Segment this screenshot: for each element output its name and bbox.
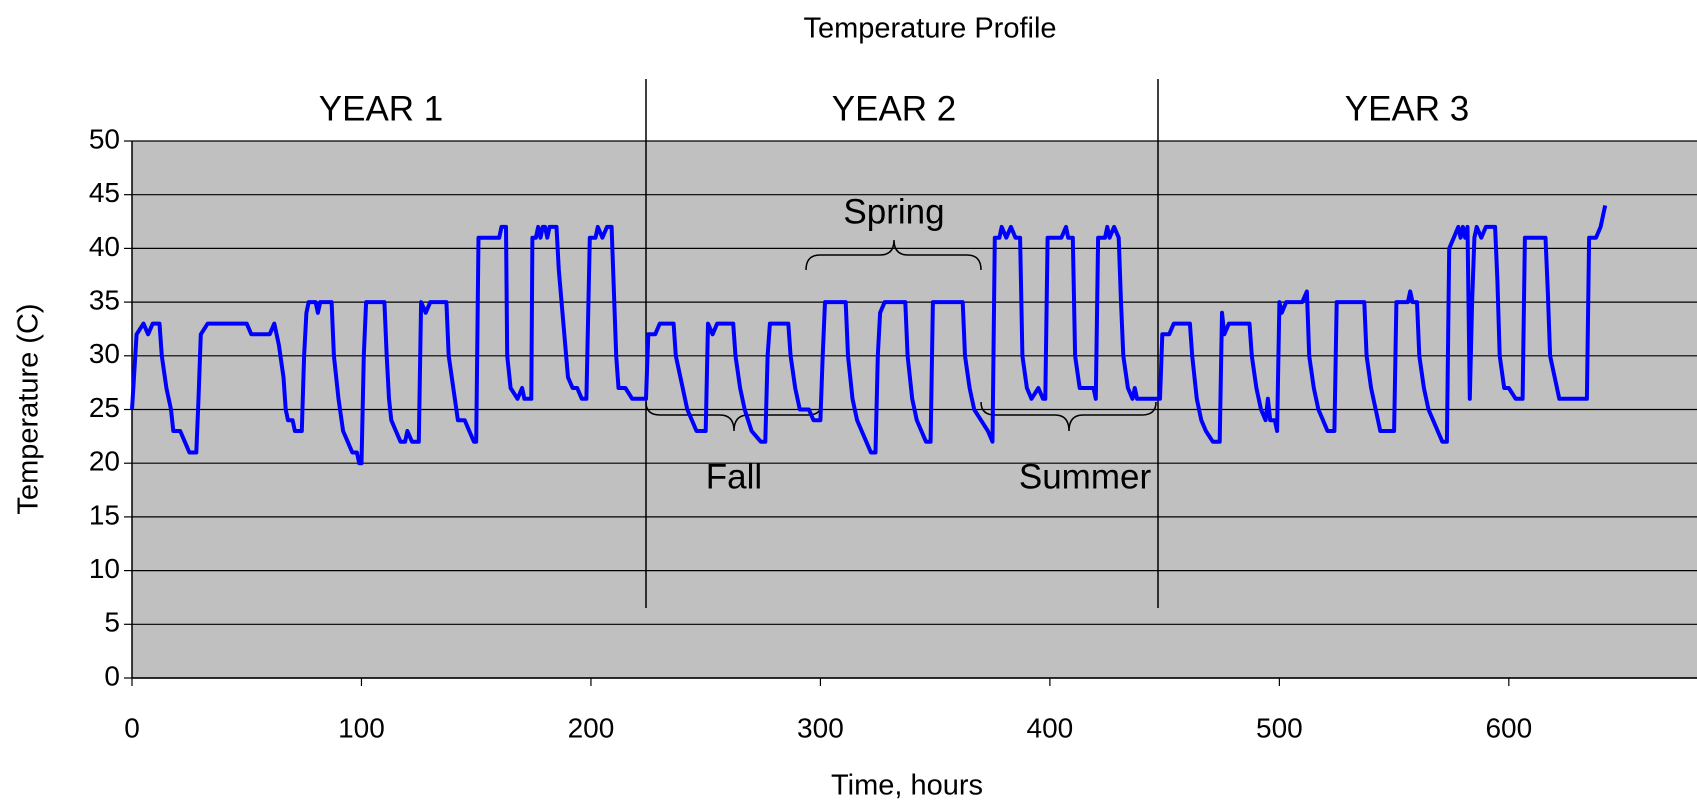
y-tick-label: 5 <box>104 607 120 638</box>
annotation: Spring <box>843 192 944 231</box>
y-tick-label: 35 <box>89 284 120 315</box>
annotation: Summer <box>1019 457 1152 496</box>
y-tick-label: 45 <box>89 177 120 208</box>
x-tick-label: 300 <box>797 712 844 743</box>
x-tick-label: 600 <box>1485 712 1532 743</box>
temperature-line <box>130 204 1608 466</box>
x-tick-label: 200 <box>568 712 615 743</box>
annotation: YEAR 2 <box>832 89 957 128</box>
spring-brace <box>805 239 982 271</box>
chart-title: Temperature Profile <box>803 13 1056 45</box>
x-axis-label: Time, hours <box>831 770 983 802</box>
y-tick-label: 10 <box>89 553 120 584</box>
annotation: YEAR 1 <box>319 89 444 128</box>
y-tick-label: 25 <box>89 392 120 423</box>
y-axis-label: Temperature (C) <box>13 303 45 514</box>
fall-brace <box>645 401 823 432</box>
annotation: YEAR 3 <box>1345 89 1470 128</box>
annotation: Fall <box>706 457 762 496</box>
y-tick-label: 50 <box>89 123 120 154</box>
y-tick-label: 15 <box>89 499 120 530</box>
y-tick-label: 40 <box>89 231 120 262</box>
x-tick-label: 100 <box>338 712 385 743</box>
x-tick-label: 400 <box>1027 712 1074 743</box>
x-tick-label: 0 <box>124 712 140 743</box>
summer-brace <box>980 401 1157 432</box>
x-tick-label: 500 <box>1256 712 1303 743</box>
y-tick-label: 0 <box>104 660 120 691</box>
y-tick-label: 30 <box>89 338 120 369</box>
y-tick-label: 20 <box>89 446 120 477</box>
